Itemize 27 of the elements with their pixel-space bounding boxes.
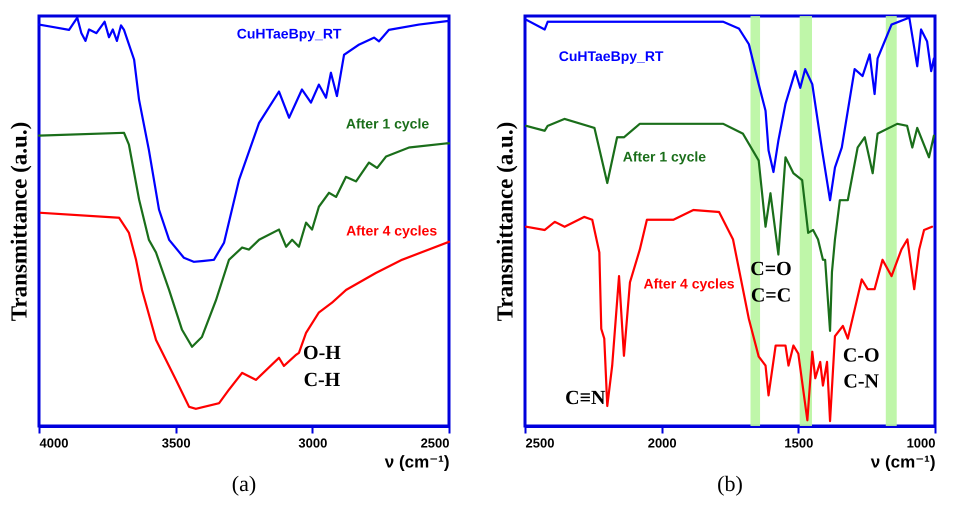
- x-tick-label: 3000: [298, 436, 328, 450]
- series-label: After 4 cycles: [346, 222, 438, 238]
- x-tick-label: 2500: [420, 436, 450, 450]
- series-label: After 4 cycles: [643, 276, 735, 292]
- series-label: CuHTaeBpy_RT: [558, 48, 664, 64]
- x-tick-label: 2000: [648, 436, 677, 450]
- text: (a): [232, 471, 256, 496]
- annotation: C-N: [843, 370, 880, 392]
- x-tick-label: 1000: [906, 436, 936, 450]
- series-label: After 1 cycle: [346, 116, 430, 132]
- series-label: After 1 cycle: [622, 148, 706, 164]
- annotation: C≡N: [565, 387, 606, 410]
- y-axis-title: Transmittance (a.u.): [6, 122, 32, 322]
- x-axis-title: ν (cm⁻¹): [384, 452, 450, 472]
- x-axis-title: ν (cm⁻¹): [870, 452, 936, 472]
- text: (b): [717, 471, 743, 496]
- x-tick-label: 4000: [40, 436, 68, 450]
- series-label: CuHTaeBpy_RT: [236, 25, 342, 42]
- y-axis-title: Transmittance (a.u.): [492, 122, 518, 322]
- x-tick-label: 1500: [784, 436, 814, 450]
- x-tick-label: 3500: [162, 436, 191, 450]
- annotation: C-H: [304, 369, 341, 392]
- annotation: C-O: [842, 344, 880, 366]
- annotation: C=O: [750, 258, 792, 280]
- x-tick-label: 2500: [526, 436, 554, 450]
- annotation: C=C: [750, 284, 792, 307]
- annotation: O-H: [303, 342, 342, 364]
